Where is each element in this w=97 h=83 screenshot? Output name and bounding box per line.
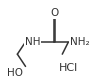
Text: NH: NH	[25, 37, 40, 47]
Text: O: O	[50, 8, 58, 18]
Text: HO: HO	[7, 67, 23, 78]
Text: HCl: HCl	[59, 63, 78, 73]
Text: NH₂: NH₂	[70, 37, 89, 47]
